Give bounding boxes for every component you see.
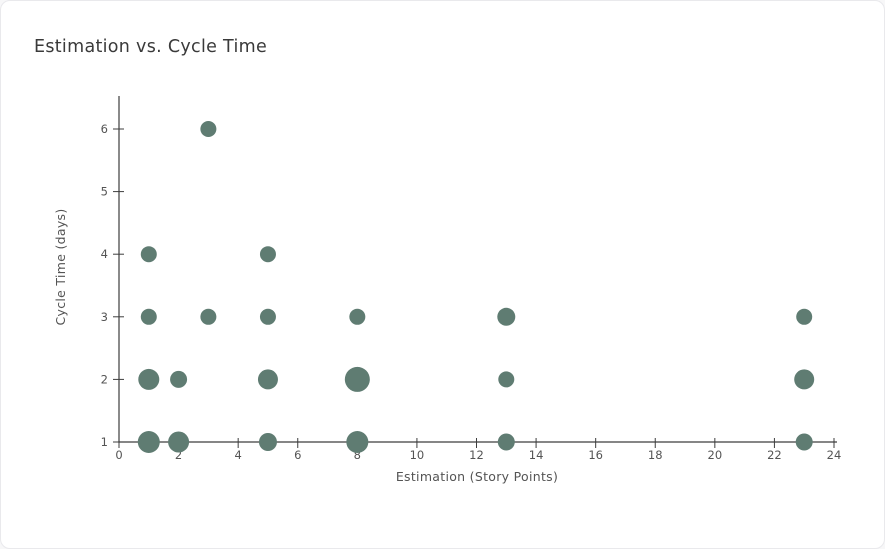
x-tick-label: 22 — [767, 448, 782, 462]
x-tick-label: 10 — [410, 448, 425, 462]
data-point — [346, 431, 369, 453]
y-tick-label: 2 — [101, 372, 108, 386]
data-point — [168, 431, 190, 453]
data-point — [140, 308, 157, 325]
y-tick-label: 5 — [101, 185, 108, 199]
data-point — [170, 370, 188, 388]
data-point — [349, 308, 366, 325]
data-point — [795, 433, 813, 451]
data-point — [137, 431, 160, 453]
data-point — [257, 369, 278, 390]
x-axis-title: Estimation (Story Points) — [396, 469, 558, 484]
data-point — [497, 433, 515, 451]
y-tick-label: 6 — [101, 122, 108, 136]
data-point — [258, 433, 277, 451]
x-tick-label: 2 — [175, 448, 182, 462]
y-tick-label: 1 — [101, 435, 108, 449]
data-point — [794, 369, 815, 390]
x-tick-label: 24 — [827, 448, 842, 462]
data-point — [498, 371, 515, 388]
data-point — [344, 366, 370, 392]
data-point — [259, 308, 276, 325]
data-point — [200, 121, 217, 137]
x-tick-label: 6 — [294, 448, 301, 462]
data-point — [140, 246, 157, 263]
y-axis-title: Cycle Time (days) — [53, 208, 68, 325]
data-point — [200, 308, 217, 325]
y-tick-label: 4 — [101, 247, 108, 261]
data-point — [796, 308, 813, 325]
x-tick-label: 14 — [529, 448, 544, 462]
x-tick-label: 20 — [708, 448, 723, 462]
x-tick-label: 4 — [235, 448, 242, 462]
data-point — [259, 246, 276, 263]
chart-title: Estimation vs. Cycle Time — [34, 37, 268, 57]
y-tick-label: 3 — [101, 310, 108, 324]
x-tick-label: 8 — [354, 448, 361, 462]
data-point — [138, 368, 160, 390]
data-point — [497, 307, 516, 326]
x-tick-label: 16 — [588, 448, 603, 462]
x-tick-label: 18 — [648, 448, 663, 462]
x-tick-label: 0 — [115, 448, 122, 462]
x-tick-label: 12 — [469, 448, 484, 462]
